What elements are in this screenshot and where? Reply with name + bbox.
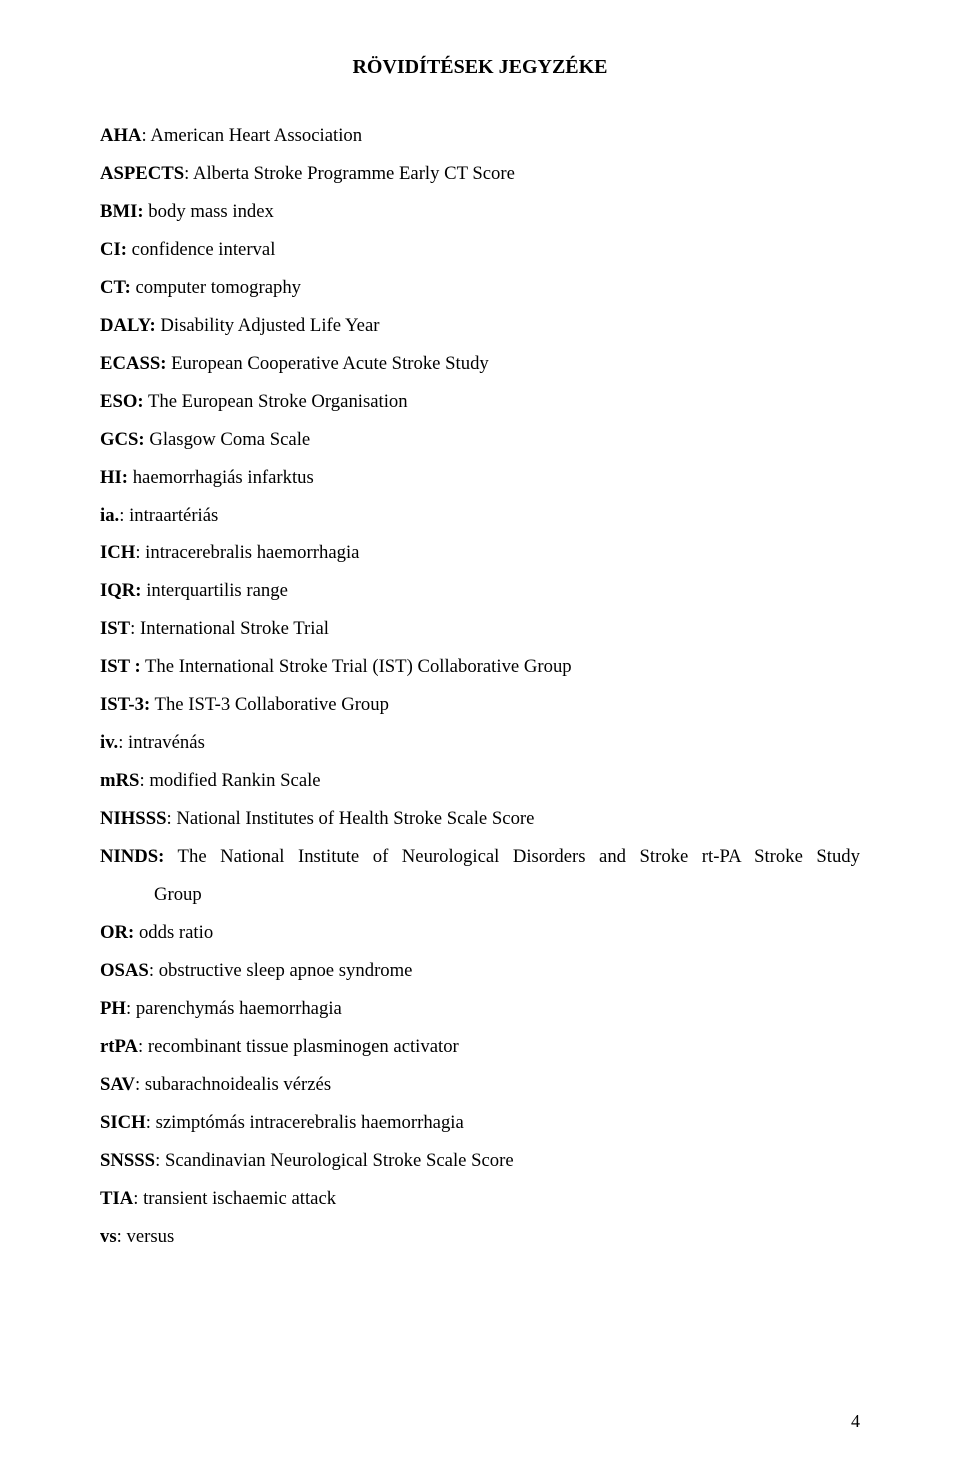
- abbreviation-term: IQR:: [100, 580, 142, 601]
- abbreviation-term: vs: [100, 1226, 117, 1247]
- abbreviation-definition: : recombinant tissue plasminogen activat…: [138, 1036, 459, 1057]
- abbreviation-entry: ECASS: European Cooperative Acute Stroke…: [100, 345, 860, 383]
- abbreviation-term: IST :: [100, 656, 141, 677]
- abbreviation-definition: The IST-3 Collaborative Group: [150, 694, 389, 715]
- abbreviation-entry: HI: haemorrhagiás infarktus: [100, 459, 860, 497]
- abbreviation-term: ECASS:: [100, 353, 166, 374]
- abbreviation-definition: confidence interval: [127, 239, 275, 260]
- abbreviation-entry: SNSSS: Scandinavian Neurological Stroke …: [100, 1142, 860, 1180]
- abbreviation-definition: : International Stroke Trial: [130, 618, 329, 639]
- abbreviation-entry: ia.: intraartériás: [100, 497, 860, 535]
- abbreviation-entry: ASPECTS: Alberta Stroke Programme Early …: [100, 155, 860, 193]
- page-title: RÖVIDÍTÉSEK JEGYZÉKE: [100, 56, 860, 79]
- abbreviation-definition: Disability Adjusted Life Year: [156, 315, 380, 336]
- abbreviation-entry: NIHSSS: National Institutes of Health St…: [100, 800, 860, 838]
- abbreviation-entry: IST : The International Stroke Trial (IS…: [100, 648, 860, 686]
- abbreviation-definition: interquartilis range: [142, 580, 288, 601]
- abbreviation-entry: IST: International Stroke Trial: [100, 610, 860, 648]
- abbreviation-term: PH: [100, 998, 126, 1019]
- abbreviation-term: CI:: [100, 239, 127, 260]
- abbreviation-entry: GCS: Glasgow Coma Scale: [100, 421, 860, 459]
- abbreviation-entry: rtPA: recombinant tissue plasminogen act…: [100, 1028, 860, 1066]
- abbreviation-definition: The National Institute of Neurological D…: [164, 846, 860, 867]
- abbreviation-term: OR:: [100, 922, 134, 943]
- abbreviation-term: ESO:: [100, 391, 144, 412]
- abbreviation-term: IST-3:: [100, 694, 150, 715]
- abbreviation-term: mRS: [100, 770, 139, 791]
- abbreviation-definition: : parenchymás haemorrhagia: [126, 998, 342, 1019]
- abbreviation-term: SICH: [100, 1112, 146, 1133]
- abbreviation-term: CT:: [100, 277, 131, 298]
- abbreviation-entry: OSAS: obstructive sleep apnoe syndrome: [100, 952, 860, 990]
- abbreviation-definition: European Cooperative Acute Stroke Study: [166, 353, 488, 374]
- abbreviation-definition: : obstructive sleep apnoe syndrome: [149, 960, 413, 981]
- abbreviation-definition: : transient ischaemic attack: [133, 1188, 336, 1209]
- abbreviation-definition: The International Stroke Trial (IST) Col…: [141, 656, 572, 677]
- abbreviation-entry: PH: parenchymás haemorrhagia: [100, 990, 860, 1028]
- document-page: RÖVIDÍTÉSEK JEGYZÉKE AHA: American Heart…: [0, 0, 960, 1464]
- abbreviation-term: BMI:: [100, 201, 144, 222]
- abbreviation-entry: mRS: modified Rankin Scale: [100, 762, 860, 800]
- abbreviation-term: ICH: [100, 542, 135, 563]
- abbreviation-entry: SICH: szimptómás intracerebralis haemorr…: [100, 1104, 860, 1142]
- abbreviation-definition: haemorrhagiás infarktus: [128, 467, 314, 488]
- abbreviation-definition: : American Heart Association: [142, 125, 363, 146]
- abbreviation-entry: NINDS: The National Institute of Neurolo…: [100, 838, 860, 876]
- abbreviation-term: OSAS: [100, 960, 149, 981]
- abbreviation-entry: IST-3: The IST-3 Collaborative Group: [100, 686, 860, 724]
- abbreviation-entry: iv.: intravénás: [100, 724, 860, 762]
- abbreviation-term: iv.: [100, 732, 118, 753]
- abbreviation-definition: : intravénás: [118, 732, 205, 753]
- abbreviation-entry: AHA: American Heart Association: [100, 117, 860, 155]
- abbreviation-entry: Group: [100, 876, 860, 914]
- abbreviation-definition: : Alberta Stroke Programme Early CT Scor…: [184, 163, 515, 184]
- abbreviation-definition: : versus: [117, 1226, 175, 1247]
- abbreviation-term: ASPECTS: [100, 163, 184, 184]
- abbreviation-entry: ESO: The European Stroke Organisation: [100, 383, 860, 421]
- abbreviation-list: AHA: American Heart AssociationASPECTS: …: [100, 117, 860, 1256]
- abbreviation-term: rtPA: [100, 1036, 138, 1057]
- abbreviation-definition: : intracerebralis haemorrhagia: [135, 542, 359, 563]
- abbreviation-term: ia.: [100, 505, 119, 526]
- abbreviation-entry: SAV: subarachnoidealis vérzés: [100, 1066, 860, 1104]
- abbreviation-term: NINDS:: [100, 846, 164, 867]
- abbreviation-definition: : szimptómás intracerebralis haemorrhagi…: [146, 1112, 464, 1133]
- abbreviation-definition: : intraartériás: [119, 505, 218, 526]
- abbreviation-entry: TIA: transient ischaemic attack: [100, 1180, 860, 1218]
- abbreviation-entry: CI: confidence interval: [100, 231, 860, 269]
- abbreviation-entry: DALY: Disability Adjusted Life Year: [100, 307, 860, 345]
- abbreviation-entry: IQR: interquartilis range: [100, 572, 860, 610]
- abbreviation-term: SAV: [100, 1074, 135, 1095]
- abbreviation-definition: body mass index: [144, 201, 274, 222]
- abbreviation-definition: computer tomography: [131, 277, 301, 298]
- abbreviation-entry: OR: odds ratio: [100, 914, 860, 952]
- abbreviation-term: SNSSS: [100, 1150, 155, 1171]
- abbreviation-entry: CT: computer tomography: [100, 269, 860, 307]
- abbreviation-definition: odds ratio: [134, 922, 213, 943]
- abbreviation-entry: vs: versus: [100, 1218, 860, 1256]
- abbreviation-definition: : National Institutes of Health Stroke S…: [166, 808, 534, 829]
- abbreviation-definition: Group: [154, 884, 202, 905]
- abbreviation-definition: : modified Rankin Scale: [139, 770, 320, 791]
- abbreviation-definition: The European Stroke Organisation: [144, 391, 408, 412]
- page-number: 4: [851, 1411, 860, 1432]
- abbreviation-entry: BMI: body mass index: [100, 193, 860, 231]
- abbreviation-term: HI:: [100, 467, 128, 488]
- abbreviation-definition: : subarachnoidealis vérzés: [135, 1074, 331, 1095]
- abbreviation-entry: ICH: intracerebralis haemorrhagia: [100, 534, 860, 572]
- abbreviation-definition: : Scandinavian Neurological Stroke Scale…: [155, 1150, 514, 1171]
- abbreviation-definition: Glasgow Coma Scale: [145, 429, 311, 450]
- abbreviation-term: GCS:: [100, 429, 145, 450]
- abbreviation-term: IST: [100, 618, 130, 639]
- abbreviation-term: AHA: [100, 125, 142, 146]
- abbreviation-term: NIHSSS: [100, 808, 166, 829]
- abbreviation-term: TIA: [100, 1188, 133, 1209]
- abbreviation-term: DALY:: [100, 315, 156, 336]
